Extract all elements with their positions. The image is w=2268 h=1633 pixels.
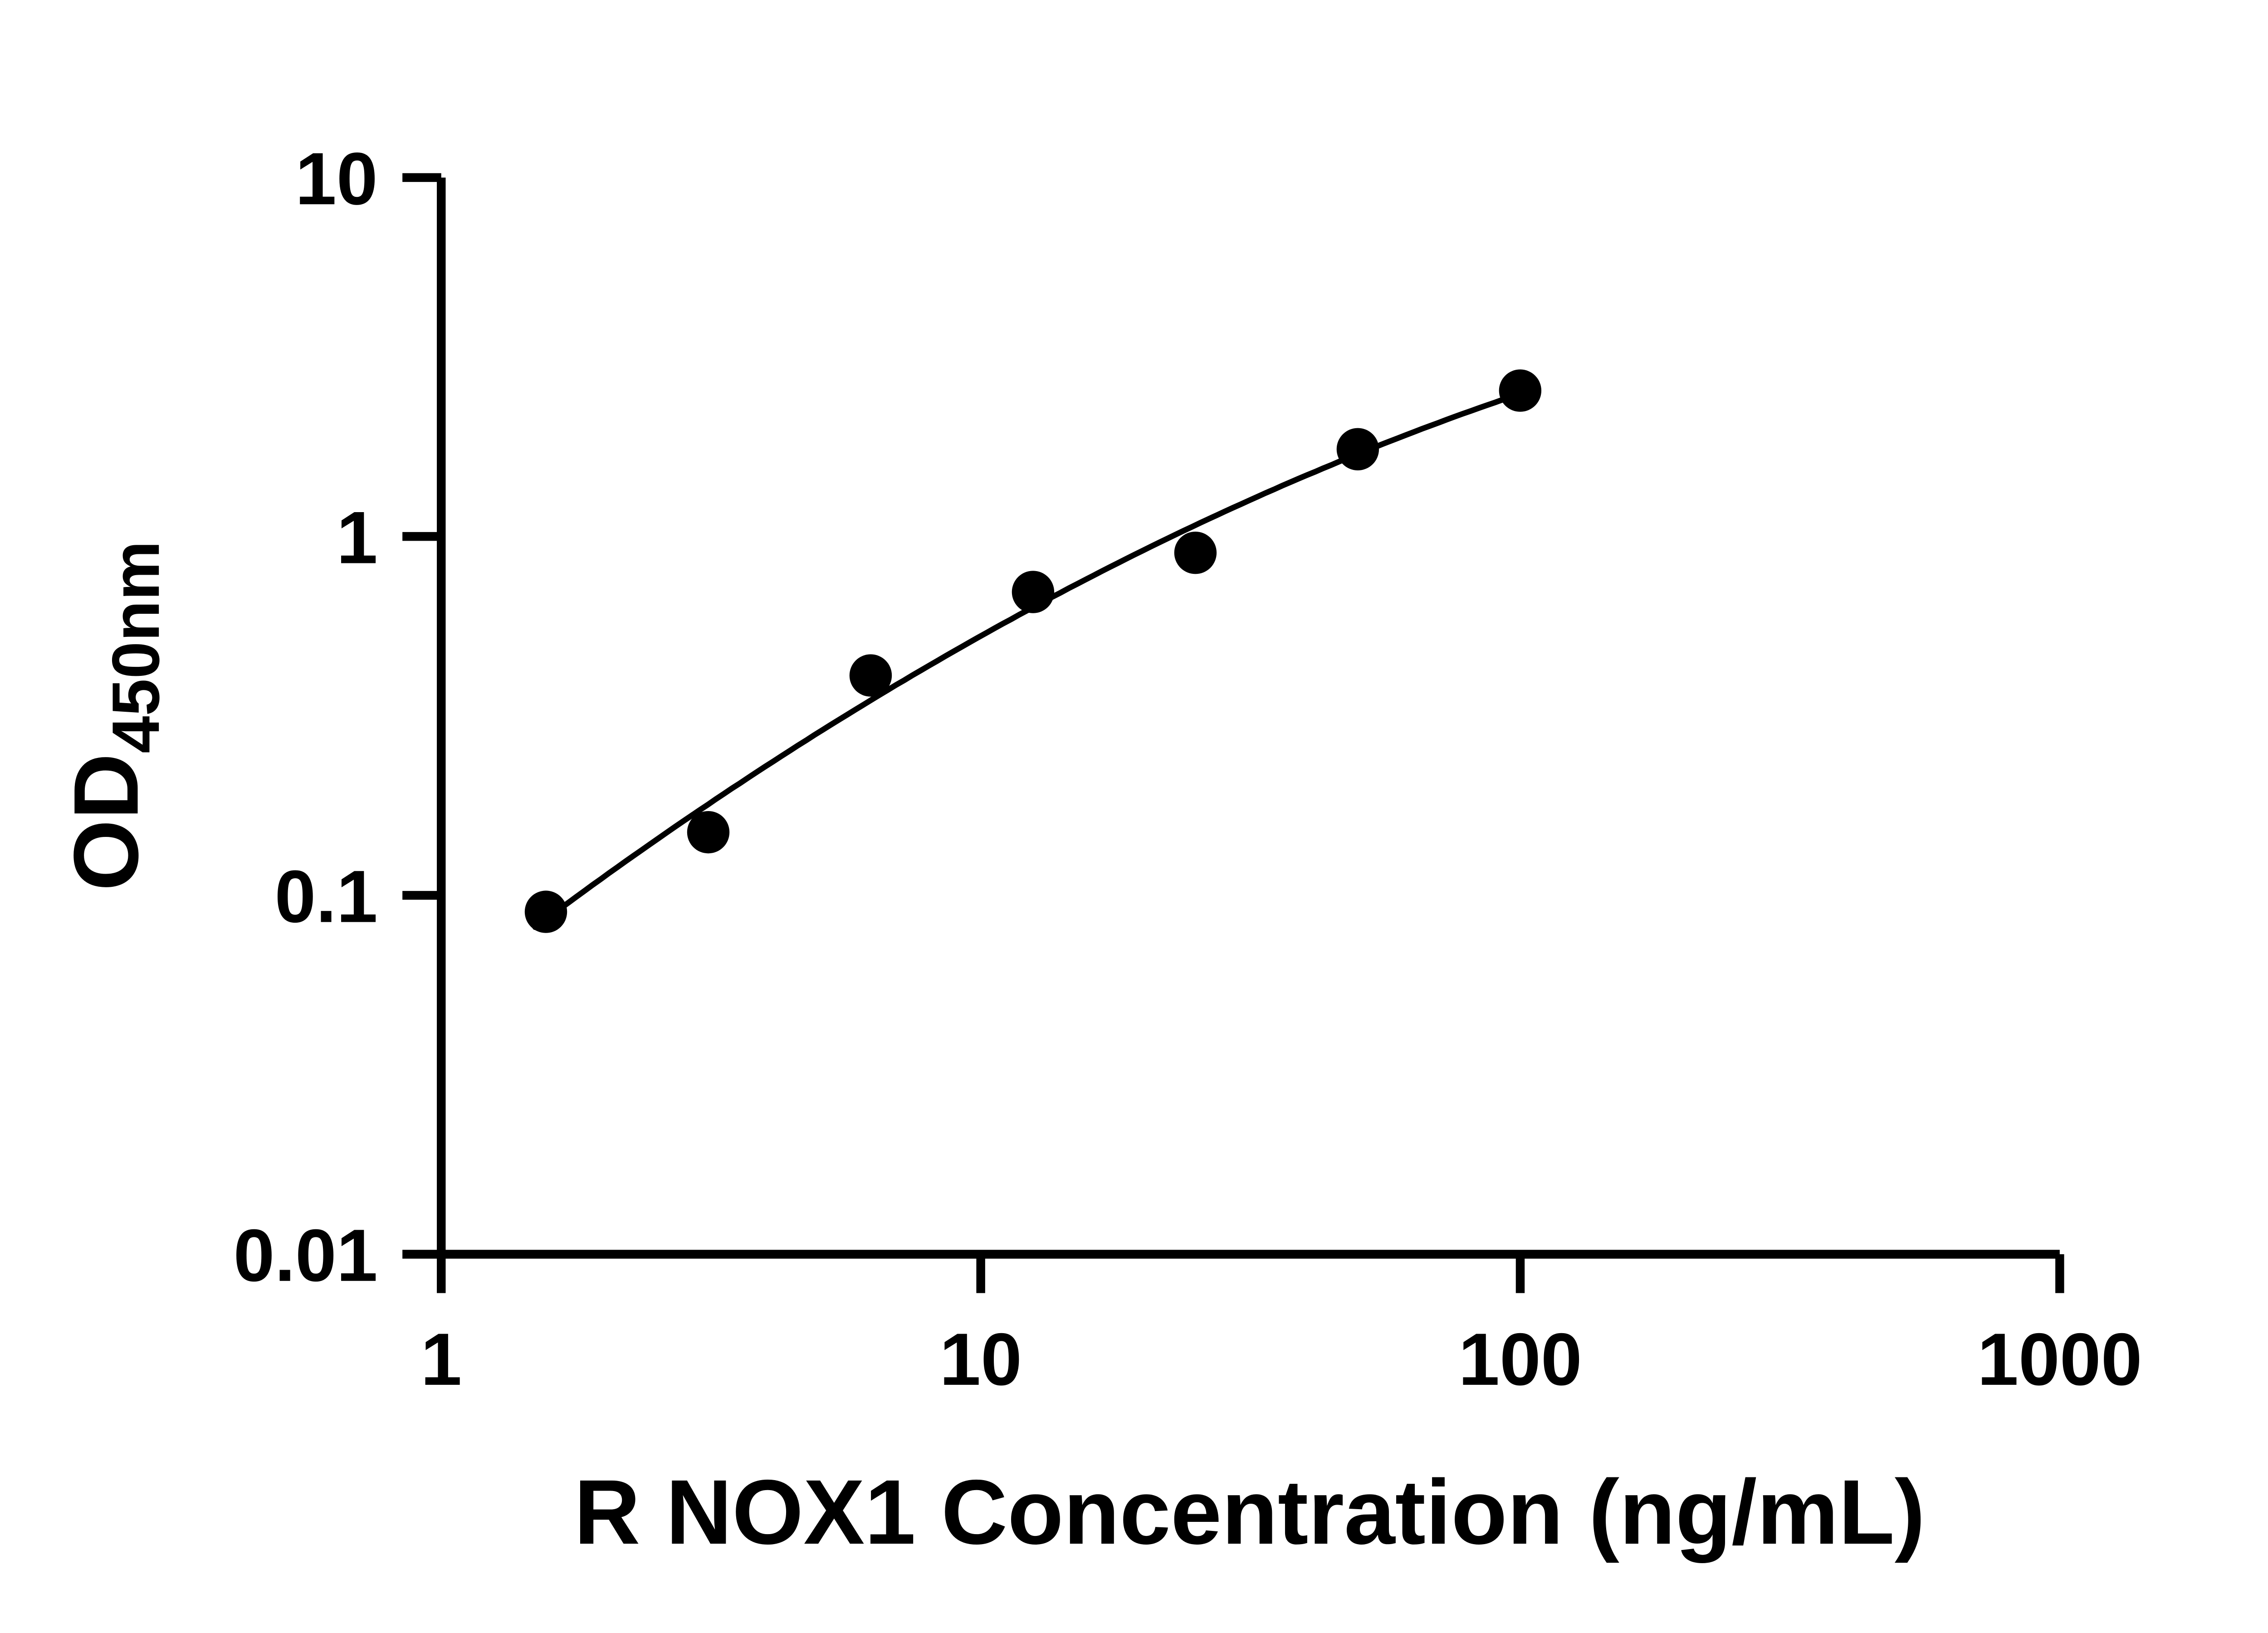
data-point <box>1012 571 1055 613</box>
y-axis-title: OD450nm <box>55 541 174 891</box>
y-tick-label: 1 <box>337 496 378 579</box>
y-axis-title-main: OD <box>55 753 157 891</box>
x-tick-label: 100 <box>1458 1318 1582 1401</box>
y-axis-title-subscript: 450nm <box>98 541 173 753</box>
data-point <box>1174 531 1217 574</box>
data-point <box>1336 428 1379 470</box>
x-tick-label: 10 <box>939 1318 1022 1401</box>
x-axis-title-text: R NOX1 Concentration (ng/mL) <box>574 1461 1926 1563</box>
x-tick-label: 1 <box>420 1318 462 1401</box>
y-tick-label: 10 <box>295 137 378 220</box>
y-tick-label: 0.01 <box>234 1214 378 1297</box>
x-tick-label: 1000 <box>1977 1318 2142 1401</box>
fit-curve <box>532 391 1523 930</box>
plot-area: 1 10 100 1000 0.01 0.1 1 10 <box>234 137 2142 1401</box>
y-tick-label: 0.1 <box>275 855 378 938</box>
x-axis-title: R NOX1 Concentration (ng/mL) <box>574 1461 1926 1563</box>
data-point <box>687 811 730 854</box>
data-point <box>524 890 567 933</box>
data-point <box>849 654 892 697</box>
data-point <box>1499 369 1542 412</box>
